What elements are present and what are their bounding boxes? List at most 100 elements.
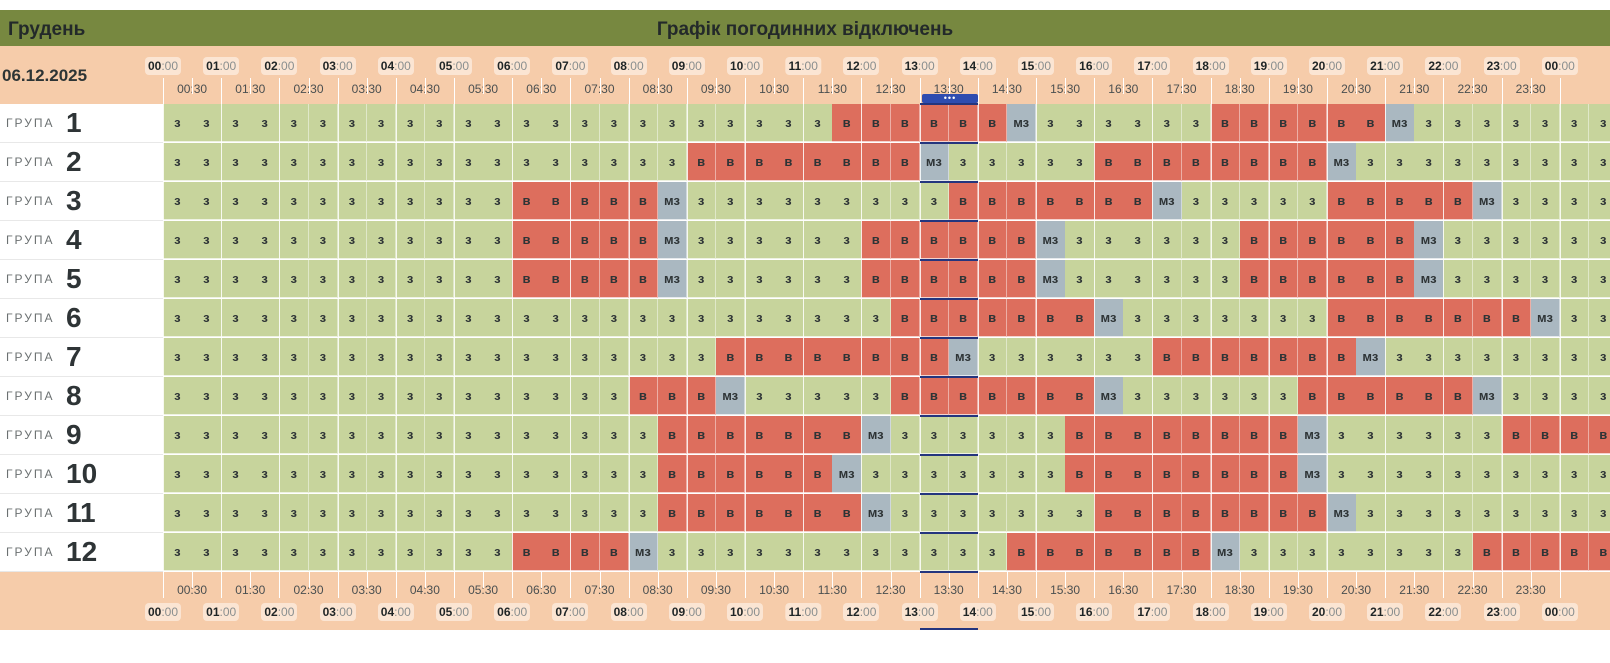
schedule-cell[interactable]: з	[337, 143, 368, 181]
schedule-cell[interactable]: з	[948, 494, 979, 532]
schedule-cell[interactable]: в	[1356, 221, 1386, 259]
schedule-cell[interactable]: з	[1356, 416, 1386, 454]
schedule-cell[interactable]: з	[192, 182, 222, 220]
schedule-cell[interactable]: з	[395, 338, 426, 376]
schedule-cell[interactable]: з	[279, 221, 309, 259]
schedule-cell[interactable]: в	[1181, 494, 1212, 532]
schedule-cell[interactable]: з	[1123, 338, 1153, 376]
schedule-cell[interactable]: з	[1588, 455, 1610, 493]
schedule-cell[interactable]: з	[1559, 260, 1590, 298]
schedule-cell[interactable]: з	[1036, 338, 1066, 376]
schedule-cell[interactable]: з	[337, 104, 368, 142]
schedule-cell[interactable]: з	[395, 299, 426, 337]
schedule-cell[interactable]: з	[890, 494, 921, 532]
schedule-cell[interactable]: в	[890, 260, 921, 298]
schedule-cell[interactable]: з	[628, 299, 659, 337]
schedule-cell[interactable]: з	[512, 377, 542, 415]
schedule-cell[interactable]: в	[977, 260, 1008, 298]
schedule-cell[interactable]: в	[1210, 416, 1241, 454]
schedule-cell[interactable]: в	[686, 494, 717, 532]
schedule-cell[interactable]: з	[803, 182, 833, 220]
schedule-cell[interactable]: в	[948, 182, 979, 220]
schedule-cell[interactable]: з	[1443, 455, 1473, 493]
schedule-cell[interactable]: в	[570, 260, 600, 298]
schedule-cell[interactable]: з	[861, 182, 891, 220]
schedule-cell[interactable]: з	[1210, 221, 1241, 259]
schedule-cell[interactable]: з	[308, 338, 339, 376]
schedule-cell[interactable]: з	[977, 494, 1008, 532]
schedule-cell[interactable]: з	[366, 260, 397, 298]
schedule-cell[interactable]: з	[424, 377, 455, 415]
schedule-cell[interactable]: з	[1443, 338, 1473, 376]
schedule-cell[interactable]: з	[1588, 260, 1610, 298]
schedule-cell[interactable]: з	[541, 299, 571, 337]
schedule-cell[interactable]: з	[541, 104, 571, 142]
schedule-cell[interactable]: з	[861, 299, 891, 337]
schedule-cell[interactable]: в	[541, 533, 571, 571]
schedule-cell[interactable]: в	[541, 260, 571, 298]
schedule-cell[interactable]: в	[1268, 338, 1299, 376]
group-label-row[interactable]: ГРУПА 12	[0, 533, 163, 572]
group-label-row[interactable]: ГРУПА 3	[0, 182, 163, 221]
schedule-cell[interactable]: з	[1123, 221, 1153, 259]
schedule-cell[interactable]: з	[454, 494, 484, 532]
schedule-cell[interactable]: з	[774, 104, 804, 142]
schedule-cell[interactable]: в	[803, 455, 833, 493]
schedule-cell[interactable]: в	[1152, 455, 1182, 493]
schedule-cell[interactable]: з	[1094, 221, 1124, 259]
schedule-cell[interactable]: з	[1094, 260, 1124, 298]
schedule-cell[interactable]: з	[279, 299, 309, 337]
schedule-cell[interactable]: з	[279, 260, 309, 298]
schedule-cell[interactable]: в	[686, 416, 717, 454]
schedule-cell[interactable]: з	[832, 533, 862, 571]
schedule-cell[interactable]: з	[1006, 338, 1037, 376]
schedule-cell[interactable]: з	[1472, 104, 1503, 142]
schedule-cell[interactable]: в	[1530, 416, 1561, 454]
schedule-cell[interactable]: з	[541, 455, 571, 493]
schedule-cell[interactable]: з	[541, 416, 571, 454]
schedule-cell[interactable]: в	[1006, 182, 1037, 220]
schedule-cell[interactable]: з	[337, 377, 368, 415]
schedule-cell[interactable]: в	[948, 221, 979, 259]
schedule-cell[interactable]: в	[1559, 533, 1590, 571]
schedule-cell[interactable]: в	[745, 494, 775, 532]
schedule-cell[interactable]: з	[1210, 260, 1241, 298]
schedule-cell[interactable]: в	[1327, 182, 1357, 220]
schedule-cell[interactable]: з	[1356, 533, 1386, 571]
schedule-cell[interactable]: з	[599, 416, 630, 454]
schedule-cell[interactable]: в	[1385, 182, 1415, 220]
schedule-cell[interactable]: з	[715, 533, 746, 571]
schedule-cell[interactable]: з	[1152, 104, 1182, 142]
schedule-cell[interactable]: з	[395, 182, 426, 220]
schedule-cell[interactable]: в	[1094, 143, 1124, 181]
schedule-cell[interactable]: з	[366, 299, 397, 337]
schedule-cell[interactable]: в	[1268, 455, 1299, 493]
group-label-row[interactable]: ГРУПА 5	[0, 260, 163, 299]
schedule-cell[interactable]: з	[308, 104, 339, 142]
schedule-cell[interactable]: з	[279, 338, 309, 376]
schedule-cell[interactable]: з	[1152, 299, 1182, 337]
group-label-row[interactable]: ГРУПА 2	[0, 143, 163, 182]
schedule-cell[interactable]: в	[1385, 260, 1415, 298]
schedule-cell[interactable]: з	[1210, 377, 1241, 415]
schedule-cell[interactable]: з	[1472, 143, 1503, 181]
schedule-cell[interactable]: з	[366, 104, 397, 142]
schedule-cell[interactable]: з	[628, 494, 659, 532]
schedule-cell[interactable]: в	[1152, 338, 1182, 376]
schedule-cell[interactable]: з	[221, 377, 251, 415]
schedule-cell[interactable]: з	[1181, 260, 1212, 298]
schedule-cell[interactable]: з	[832, 221, 862, 259]
schedule-cell[interactable]: в	[977, 182, 1008, 220]
schedule-cell[interactable]: з	[1268, 533, 1299, 571]
schedule-cell[interactable]: в	[715, 455, 746, 493]
schedule-cell[interactable]: з	[1385, 143, 1415, 181]
schedule-cell[interactable]: з	[1123, 299, 1153, 337]
schedule-cell[interactable]: з	[919, 455, 950, 493]
schedule-cell[interactable]: з	[366, 455, 397, 493]
schedule-cell[interactable]: в	[1239, 221, 1270, 259]
schedule-cell[interactable]: з	[1501, 455, 1532, 493]
schedule-cell[interactable]: в	[1356, 299, 1386, 337]
schedule-cell[interactable]: з	[424, 338, 455, 376]
schedule-cell[interactable]: в	[803, 143, 833, 181]
schedule-cell[interactable]: з	[1123, 104, 1153, 142]
